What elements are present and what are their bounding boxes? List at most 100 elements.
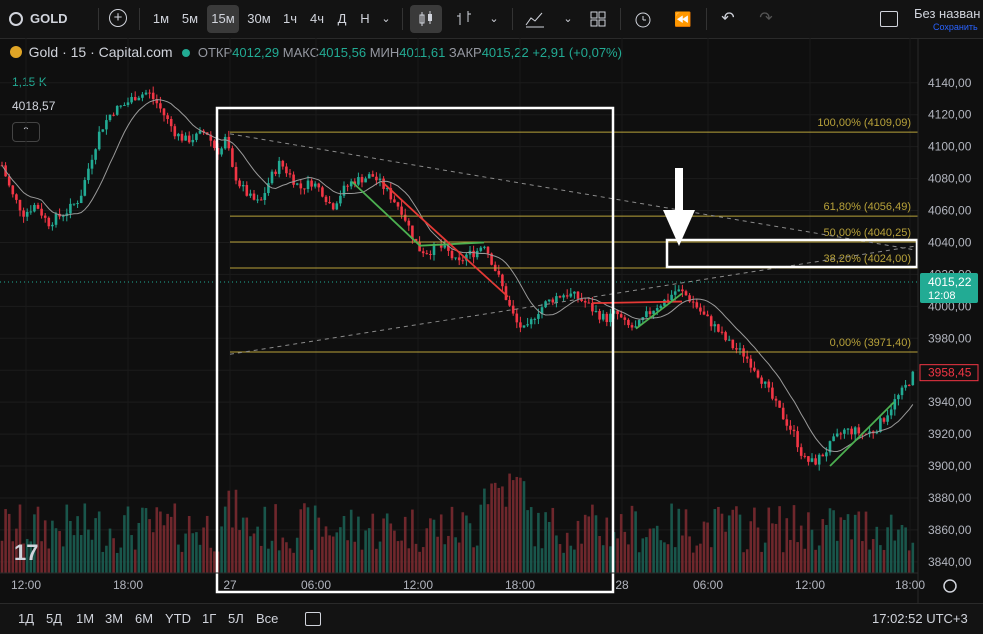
interval-day-button[interactable]: Д	[337, 11, 347, 26]
close-label: ЗАКР	[448, 45, 482, 60]
candle	[508, 299, 511, 306]
legend-title[interactable]: Gold · 15 · Capital.com	[28, 44, 173, 60]
candle	[501, 274, 504, 287]
candle	[126, 102, 130, 106]
alert-clock-icon[interactable]	[630, 5, 656, 33]
volume-bar	[141, 507, 144, 573]
layout-name[interactable]: Без назван	[914, 6, 981, 21]
candle	[717, 324, 720, 332]
interval-15m-button[interactable]: 15м	[207, 5, 239, 33]
candle	[868, 431, 871, 434]
add-symbol-icon[interactable]: +	[109, 9, 127, 27]
symbol-search-icon[interactable]	[9, 12, 23, 26]
range-5d-button[interactable]: 5Д	[46, 611, 63, 626]
volume-bar	[580, 543, 583, 573]
volume-bar	[263, 506, 267, 573]
range-all-button[interactable]: Все	[256, 611, 279, 626]
volume-bar	[450, 506, 454, 573]
volume-bar	[335, 532, 339, 573]
candle	[846, 428, 850, 430]
range-1d-button[interactable]: 1Д	[18, 611, 35, 626]
symbol-name[interactable]: GOLD	[30, 11, 68, 26]
candle	[857, 427, 861, 434]
candle	[558, 296, 562, 298]
candle	[144, 92, 148, 95]
volume-bar	[220, 526, 223, 573]
volume-bar	[94, 518, 97, 573]
candle	[130, 96, 133, 103]
volume-bar	[637, 552, 641, 573]
divider	[620, 8, 621, 30]
candle	[310, 180, 313, 187]
indicators-icon[interactable]	[522, 5, 548, 33]
undo-icon[interactable]: ↶	[721, 10, 735, 27]
volume-bar	[576, 520, 580, 573]
candles-chart-type-icon[interactable]	[410, 5, 442, 33]
candle	[486, 246, 490, 254]
volume-bar	[479, 504, 483, 573]
range-6m-button[interactable]: 6М	[135, 611, 154, 626]
clock[interactable]: 17:02:52 UTC+3	[872, 611, 968, 626]
candle	[177, 133, 180, 137]
volume-bar	[259, 545, 263, 573]
candle	[623, 317, 627, 320]
range-3m-button[interactable]: 3М	[105, 611, 124, 626]
interval-30m-button[interactable]: 30м	[247, 11, 271, 26]
interval-4h-button[interactable]: 4ч	[309, 11, 324, 26]
candle	[879, 418, 882, 432]
candle	[429, 254, 432, 256]
candle	[231, 148, 234, 167]
bars-chart-type-icon[interactable]	[452, 5, 476, 33]
volume-bar	[169, 516, 173, 573]
annotation-arrow-head	[663, 210, 695, 246]
volume-bar	[763, 542, 767, 573]
interval-5m-button[interactable]: 5м	[181, 11, 199, 26]
volume-bar	[882, 549, 886, 573]
volume-bar	[889, 514, 893, 573]
date-range-icon[interactable]	[305, 612, 321, 626]
candle	[353, 181, 357, 185]
volume-bar	[173, 503, 177, 573]
volume-bar	[7, 513, 11, 573]
range-ytd-button[interactable]: YTD	[165, 611, 191, 626]
layout-checkbox-icon[interactable]	[880, 11, 898, 27]
volume-bar	[40, 541, 43, 573]
interval-1m-button[interactable]: 1м	[152, 11, 170, 26]
candle	[727, 339, 731, 341]
chart-type-chevron-down-icon[interactable]: ⌄	[489, 13, 499, 25]
candle	[101, 129, 105, 132]
intervals-chevron-down-icon[interactable]: ⌄	[381, 13, 391, 25]
range-5y-button[interactable]: 5Л	[228, 611, 244, 626]
candle	[324, 196, 328, 202]
candle	[241, 185, 245, 187]
volume-bar	[249, 536, 252, 573]
replay-icon[interactable]: ⏪	[674, 11, 692, 27]
interval-1h-button[interactable]: 1ч	[282, 11, 297, 26]
volume-bar	[126, 506, 130, 573]
volume-bar	[807, 512, 810, 573]
interval-week-button[interactable]: Н	[360, 11, 370, 26]
candle	[281, 160, 285, 167]
close-value: 4015,22	[481, 45, 529, 60]
candle	[864, 433, 868, 435]
volume-bar	[904, 527, 907, 573]
range-1y-button[interactable]: 1Г	[202, 611, 217, 626]
volume-bar	[162, 525, 166, 573]
redo-icon[interactable]: ↷	[759, 10, 773, 27]
volume-bar	[713, 509, 717, 573]
volume-bar	[551, 507, 555, 573]
indicators-chevron-down-icon[interactable]: ⌄	[563, 13, 573, 25]
layout-grid-icon[interactable]	[586, 5, 610, 33]
save-status[interactable]: Сохранить	[933, 22, 978, 32]
range-1m-button[interactable]: 1М	[76, 611, 95, 626]
top-toolbar: GOLD + 1м 5м 15м 30м 1ч 4ч Д Н ⌄ ⌄ ⌄ ⏪ ↶…	[0, 0, 983, 39]
price-chart[interactable]: 100,00% (4109,09) 61,80% (4056,49) 50,00% …	[0, 38, 983, 603]
volume-bar	[4, 509, 7, 573]
volume-bar	[641, 538, 645, 573]
volume-bar	[627, 544, 630, 573]
volume-bar	[331, 536, 335, 573]
candle	[407, 220, 411, 226]
candle	[472, 250, 475, 258]
candle	[706, 314, 709, 317]
candle	[673, 291, 677, 295]
